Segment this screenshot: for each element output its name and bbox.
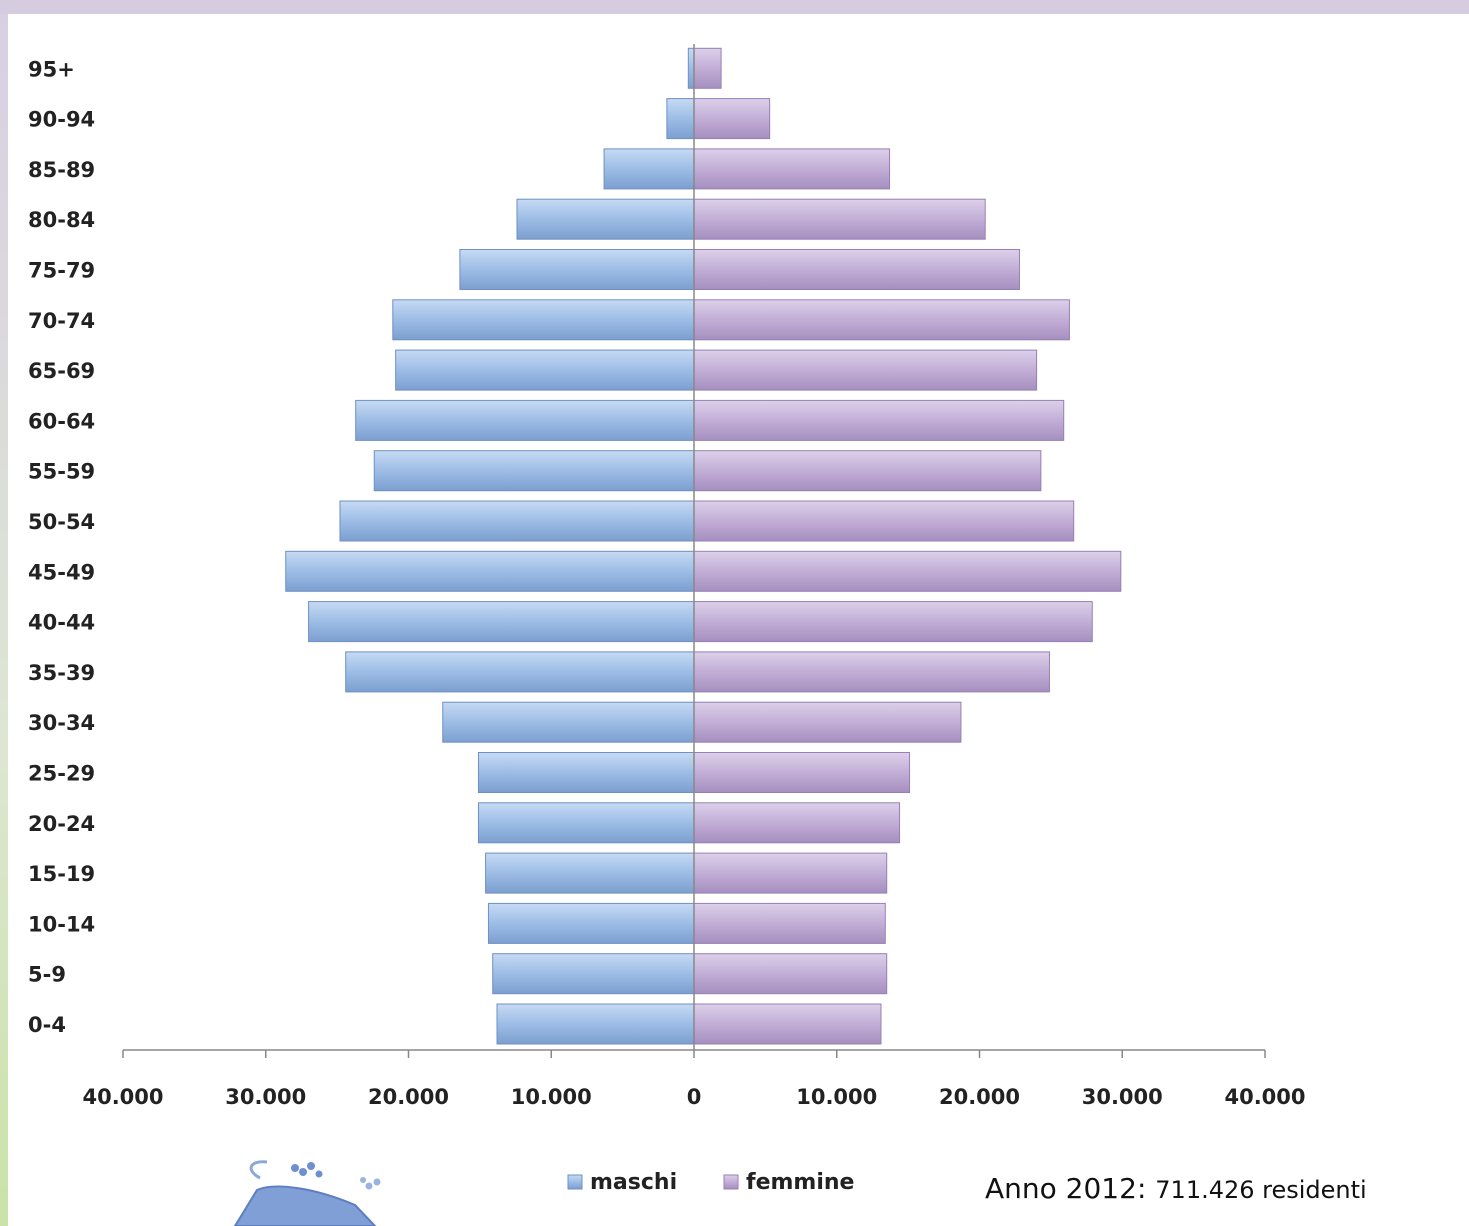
- age-label: 25-29: [28, 762, 95, 786]
- bar-maschi: [392, 299, 695, 341]
- age-label: 55-59: [28, 460, 95, 484]
- bar-femmine: [693, 752, 911, 793]
- bar-femmine: [693, 802, 901, 844]
- age-label: 95+: [28, 57, 75, 81]
- bar-femmine: [693, 1003, 882, 1045]
- bar-maschi: [487, 902, 695, 944]
- age-label: 40-44: [28, 611, 95, 635]
- bar-maschi: [308, 601, 695, 643]
- caption-year: Anno 2012: [985, 1172, 1137, 1205]
- age-label: 15-19: [28, 862, 95, 886]
- top-border: [0, 0, 1469, 14]
- bar-maschi: [285, 550, 695, 592]
- bar-femmine: [693, 47, 722, 89]
- bar-femmine: [693, 98, 771, 140]
- bar-maschi: [395, 349, 695, 391]
- bar-femmine: [693, 701, 962, 743]
- bar-maschi: [496, 1003, 695, 1045]
- bar-maschi: [477, 752, 695, 793]
- age-label: 0-4: [28, 1013, 66, 1037]
- left-border: [0, 14, 8, 1226]
- age-label: 70-74: [28, 309, 95, 333]
- bar-femmine: [693, 852, 888, 894]
- bar-maschi: [459, 249, 695, 290]
- age-label: 85-89: [28, 158, 95, 182]
- bar-maschi: [477, 802, 695, 844]
- x-tick-label: 30.000: [225, 1085, 306, 1109]
- bar-femmine: [693, 249, 1020, 290]
- x-tick-label: 40.000: [1224, 1085, 1305, 1109]
- bar-maschi: [687, 47, 695, 89]
- bar-maschi: [339, 500, 695, 542]
- age-label: 65-69: [28, 359, 95, 383]
- age-label: 50-54: [28, 510, 95, 534]
- bar-femmine: [693, 349, 1038, 391]
- age-label: 75-79: [28, 259, 95, 283]
- x-tick-label: 20.000: [368, 1085, 449, 1109]
- bar-maschi: [666, 98, 695, 140]
- legend-label-femmine: femmine: [746, 1170, 854, 1195]
- bar-maschi: [373, 450, 695, 492]
- age-label: 10-14: [28, 912, 95, 936]
- bar-femmine: [693, 299, 1070, 341]
- age-label: 80-84: [28, 208, 95, 232]
- x-tick-label: 10.000: [796, 1085, 877, 1109]
- x-tick-label: 20.000: [939, 1085, 1020, 1109]
- bar-maschi: [355, 399, 695, 441]
- age-label: 30-34: [28, 711, 95, 735]
- bar-maschi: [492, 953, 695, 995]
- age-label: 90-94: [28, 108, 95, 132]
- age-label: 5-9: [28, 963, 66, 987]
- legend-swatch-maschi: [567, 1174, 583, 1190]
- bar-femmine: [693, 500, 1075, 542]
- x-tick-label: 10.000: [511, 1085, 592, 1109]
- bar-femmine: [693, 601, 1093, 643]
- bar-maschi: [516, 198, 695, 240]
- caption-colon: :: [1136, 1172, 1156, 1205]
- bar-femmine: [693, 148, 891, 190]
- bar-maschi: [603, 148, 695, 190]
- chart-caption: Anno 2012: 711.426 residenti: [985, 1172, 1367, 1205]
- gecko-logo-icon: [233, 1160, 381, 1226]
- age-label: 35-39: [28, 661, 95, 685]
- bar-femmine: [693, 953, 888, 995]
- bar-maschi: [345, 651, 695, 693]
- bar-femmine: [693, 450, 1042, 492]
- age-label: 45-49: [28, 560, 95, 584]
- caption-residents: 711.426 residenti: [1155, 1176, 1367, 1204]
- bar-maschi: [442, 701, 695, 743]
- x-tick-label: 40.000: [82, 1085, 163, 1109]
- bar-femmine: [693, 198, 986, 240]
- age-label: 20-24: [28, 812, 95, 836]
- bar-maschi: [485, 852, 695, 894]
- bar-femmine: [693, 651, 1050, 693]
- bar-femmine: [693, 902, 886, 944]
- bar-femmine: [693, 399, 1065, 441]
- x-tick-label: 0: [687, 1085, 702, 1109]
- legend-swatch-femmine: [723, 1174, 739, 1190]
- x-tick-label: 30.000: [1082, 1085, 1163, 1109]
- legend-label-maschi: maschi: [590, 1170, 677, 1195]
- bar-femmine: [693, 550, 1122, 592]
- age-label: 60-64: [28, 409, 95, 433]
